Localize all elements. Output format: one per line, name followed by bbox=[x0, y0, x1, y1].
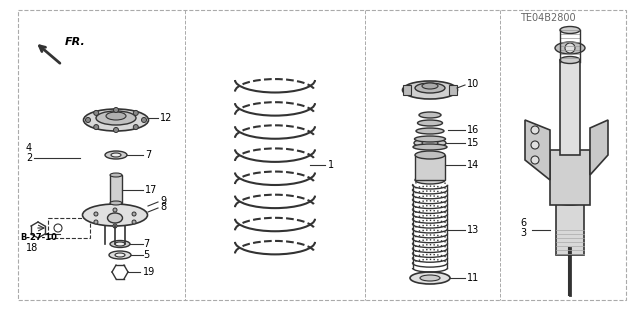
Ellipse shape bbox=[415, 136, 445, 142]
Ellipse shape bbox=[419, 112, 441, 118]
Ellipse shape bbox=[422, 140, 438, 145]
Ellipse shape bbox=[422, 83, 438, 89]
Bar bbox=[449, 85, 457, 95]
Ellipse shape bbox=[417, 120, 442, 126]
Ellipse shape bbox=[115, 242, 125, 246]
Text: 6: 6 bbox=[520, 218, 526, 228]
Text: 7: 7 bbox=[143, 239, 149, 249]
Ellipse shape bbox=[415, 176, 445, 184]
Ellipse shape bbox=[109, 251, 131, 259]
Text: 2: 2 bbox=[26, 153, 32, 163]
Ellipse shape bbox=[416, 128, 444, 134]
Ellipse shape bbox=[420, 275, 440, 281]
Ellipse shape bbox=[554, 195, 586, 205]
Circle shape bbox=[113, 128, 118, 132]
Ellipse shape bbox=[410, 272, 450, 284]
Ellipse shape bbox=[115, 253, 125, 257]
Text: 15: 15 bbox=[467, 138, 479, 148]
Ellipse shape bbox=[105, 151, 127, 159]
Polygon shape bbox=[590, 120, 608, 175]
Circle shape bbox=[133, 125, 138, 130]
Text: 17: 17 bbox=[145, 185, 157, 195]
Ellipse shape bbox=[96, 111, 136, 125]
Text: 7: 7 bbox=[145, 150, 151, 160]
Bar bbox=[48, 218, 90, 238]
Ellipse shape bbox=[560, 26, 580, 33]
Text: 3: 3 bbox=[520, 228, 526, 238]
Ellipse shape bbox=[555, 42, 585, 54]
Circle shape bbox=[531, 126, 539, 134]
Ellipse shape bbox=[415, 83, 445, 93]
Ellipse shape bbox=[413, 144, 447, 150]
Ellipse shape bbox=[403, 81, 458, 99]
Circle shape bbox=[132, 220, 136, 224]
Bar bbox=[560, 60, 580, 155]
Text: 10: 10 bbox=[467, 79, 479, 89]
Circle shape bbox=[94, 212, 98, 216]
Text: 12: 12 bbox=[160, 113, 172, 123]
Text: 9: 9 bbox=[160, 196, 166, 206]
Circle shape bbox=[531, 141, 539, 149]
Text: 14: 14 bbox=[467, 160, 479, 170]
Circle shape bbox=[141, 117, 147, 122]
Bar bbox=[550, 150, 590, 205]
Text: 8: 8 bbox=[160, 202, 166, 212]
Circle shape bbox=[531, 156, 539, 164]
Ellipse shape bbox=[111, 153, 121, 157]
Text: TE04B2800: TE04B2800 bbox=[520, 13, 575, 23]
Ellipse shape bbox=[110, 201, 122, 205]
Bar bbox=[403, 85, 411, 95]
Text: 1: 1 bbox=[328, 160, 334, 170]
Ellipse shape bbox=[83, 109, 148, 131]
Ellipse shape bbox=[560, 56, 580, 63]
Circle shape bbox=[113, 108, 118, 113]
Text: 18: 18 bbox=[26, 243, 38, 253]
Text: 19: 19 bbox=[143, 267, 156, 277]
Ellipse shape bbox=[108, 213, 122, 223]
Ellipse shape bbox=[106, 112, 126, 120]
Text: 5: 5 bbox=[143, 250, 149, 260]
Bar bbox=[556, 200, 584, 255]
Circle shape bbox=[86, 117, 90, 122]
Text: 13: 13 bbox=[467, 225, 479, 235]
Circle shape bbox=[132, 212, 136, 216]
Circle shape bbox=[565, 43, 575, 53]
Bar bbox=[110, 175, 122, 203]
Circle shape bbox=[94, 220, 98, 224]
Circle shape bbox=[113, 208, 117, 212]
Circle shape bbox=[93, 110, 99, 115]
Bar bbox=[415, 155, 445, 180]
Ellipse shape bbox=[415, 151, 445, 159]
Text: 11: 11 bbox=[467, 273, 479, 283]
Circle shape bbox=[93, 125, 99, 130]
Text: B-27-10: B-27-10 bbox=[20, 233, 57, 241]
Polygon shape bbox=[525, 120, 550, 180]
Ellipse shape bbox=[414, 138, 446, 147]
Text: 16: 16 bbox=[467, 125, 479, 135]
Circle shape bbox=[113, 224, 117, 228]
Text: FR.: FR. bbox=[65, 37, 86, 47]
Ellipse shape bbox=[83, 204, 147, 226]
Ellipse shape bbox=[110, 173, 122, 177]
Circle shape bbox=[133, 110, 138, 115]
Ellipse shape bbox=[110, 241, 130, 248]
Text: 4: 4 bbox=[26, 143, 32, 153]
